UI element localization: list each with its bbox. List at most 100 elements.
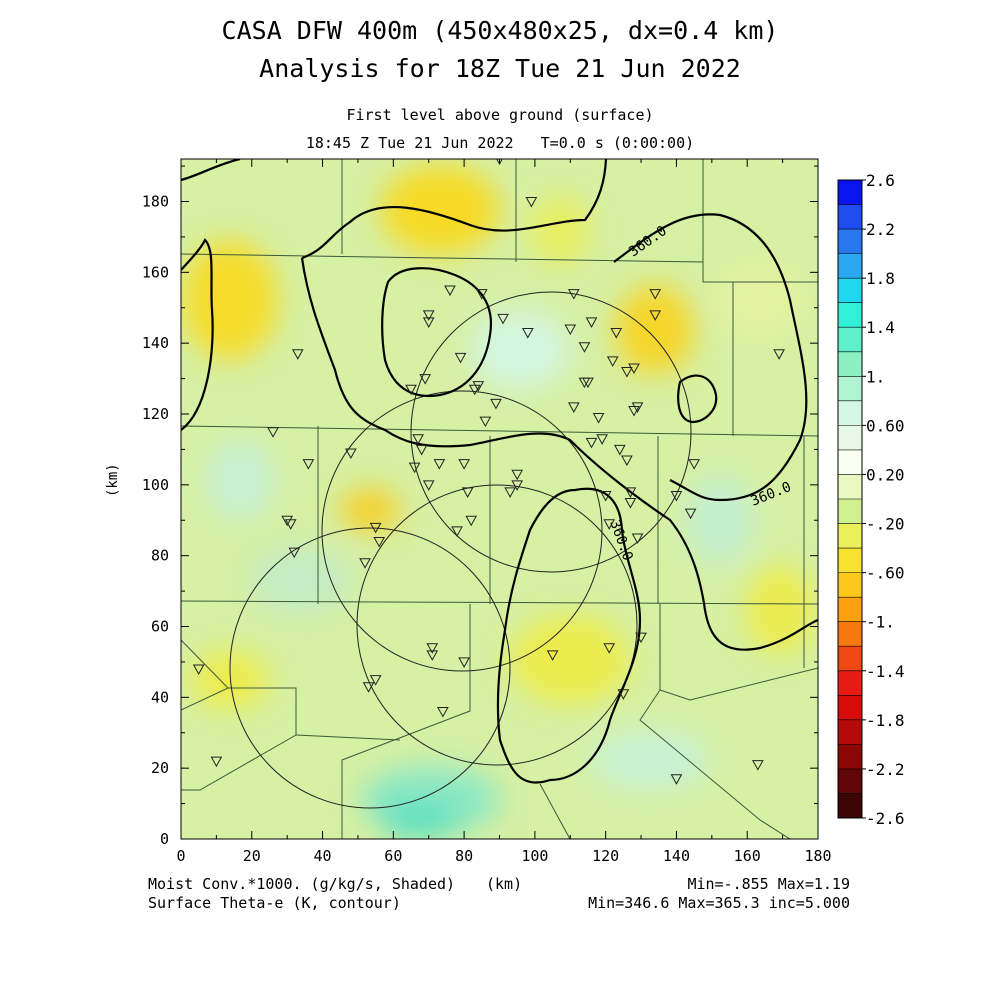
colorbar-swatch bbox=[838, 695, 862, 721]
station-marker bbox=[444, 285, 456, 297]
station-marker bbox=[628, 363, 640, 374]
x-axis: 0 20 40 60 80 100 120 140 160 180 bbox=[176, 159, 832, 865]
shaded-min-max: Min=-.855 Max=1.19 bbox=[687, 875, 850, 893]
station-marker bbox=[345, 448, 357, 459]
station-marker bbox=[479, 416, 492, 428]
station-marker bbox=[433, 459, 446, 470]
station-marker bbox=[624, 498, 637, 509]
station-marker bbox=[599, 490, 612, 502]
station-marker bbox=[284, 519, 297, 530]
colorbar-swatch bbox=[838, 253, 862, 279]
station-marker bbox=[288, 547, 301, 559]
station-marker bbox=[582, 377, 594, 389]
station-marker bbox=[426, 643, 439, 654]
station-marker bbox=[649, 289, 662, 300]
colorbar-swatch bbox=[838, 180, 862, 206]
y-tick-label: 120 bbox=[142, 405, 169, 423]
station-marker bbox=[458, 459, 470, 470]
colorbar-label: 1.4 bbox=[866, 318, 895, 337]
station-marker bbox=[415, 444, 428, 456]
station-marker bbox=[458, 657, 470, 668]
colorbar-label: -.60 bbox=[866, 564, 905, 583]
colorbar-label: -1.4 bbox=[866, 662, 905, 681]
station-marker bbox=[525, 197, 538, 208]
time-label: 18:45 Z Tue 21 Jun 2022 T=0.0 s (0:00:00… bbox=[305, 134, 695, 152]
station-marker bbox=[567, 289, 580, 300]
station-marker bbox=[617, 689, 630, 700]
station-marker bbox=[649, 310, 662, 321]
station-marker bbox=[461, 487, 474, 498]
station-marker bbox=[472, 381, 485, 392]
colorbar-swatch bbox=[838, 278, 862, 304]
station-marker bbox=[369, 675, 382, 686]
colorbar-label: 0.60 bbox=[866, 416, 905, 435]
x-tick-label: 0 bbox=[176, 847, 185, 865]
station-marker bbox=[302, 459, 315, 470]
x-tick-label: 40 bbox=[314, 847, 332, 865]
colorbar-swatch bbox=[838, 400, 862, 426]
colorbar: 2.6 2.2 1.8 1.4 1. 0.60 0.20 -.20 -.60 -1. -1.4 -1.… bbox=[837, 171, 905, 828]
station-marker bbox=[192, 664, 205, 676]
station-marker bbox=[497, 313, 509, 325]
station-marker bbox=[422, 310, 435, 321]
colorbar-swatch bbox=[838, 474, 862, 500]
station-marker bbox=[613, 444, 626, 456]
colorbar-swatch bbox=[838, 449, 862, 475]
y-tick-label: 180 bbox=[142, 193, 169, 211]
station-marker bbox=[621, 455, 633, 467]
colorbar-swatch bbox=[838, 376, 862, 402]
contour-field-label: Surface Theta-e (K, contour) bbox=[148, 894, 401, 912]
colorbar-swatch bbox=[838, 548, 862, 574]
station-marker bbox=[621, 367, 633, 378]
colorbar-swatch bbox=[838, 768, 862, 794]
station-marker bbox=[631, 533, 644, 544]
colorbar-swatch bbox=[838, 719, 862, 745]
colorbar-label: 2.2 bbox=[866, 220, 895, 239]
station-marker bbox=[373, 537, 386, 548]
station-marker bbox=[454, 352, 467, 364]
station-marker bbox=[422, 317, 435, 328]
station-marker bbox=[606, 356, 619, 367]
y-tick-label: 0 bbox=[160, 830, 169, 848]
station-marker bbox=[684, 508, 697, 520]
county-boundaries bbox=[181, 159, 818, 839]
station-marker bbox=[603, 519, 616, 530]
level-label: First level above ground (surface) bbox=[346, 106, 654, 124]
colorbar-label: 1. bbox=[866, 367, 885, 386]
colorbar-label: -2.6 bbox=[866, 809, 905, 828]
x-tick-label: 80 bbox=[455, 847, 473, 865]
colorbar-label: 1.8 bbox=[866, 269, 895, 288]
y-tick-label: 160 bbox=[142, 263, 169, 281]
colorbar-swatch bbox=[838, 646, 862, 672]
station-marker bbox=[267, 427, 279, 438]
station-marker bbox=[585, 317, 598, 328]
station-marker bbox=[631, 402, 644, 413]
station-marker bbox=[408, 462, 421, 474]
colorbar-swatch bbox=[838, 351, 862, 377]
chart-title: CASA DFW 400m (450x480x25, dx=0.4 km) bbox=[221, 16, 779, 45]
station-marker bbox=[624, 487, 637, 498]
station-marker bbox=[369, 522, 382, 534]
station-marker bbox=[359, 558, 371, 569]
station-markers bbox=[192, 159, 785, 785]
station-marker bbox=[490, 398, 502, 410]
x-tick-label: 60 bbox=[384, 847, 402, 865]
station-marker bbox=[610, 328, 623, 339]
shaded-field-label: Moist Conv.*1000. (g/kg/s, Shaded) bbox=[148, 875, 456, 893]
station-marker bbox=[635, 632, 647, 644]
colorbar-frame bbox=[837, 179, 863, 819]
station-marker bbox=[773, 349, 785, 360]
station-marker bbox=[281, 515, 294, 527]
station-marker bbox=[405, 384, 417, 396]
station-marker bbox=[511, 469, 524, 481]
y-tick-label: 20 bbox=[151, 759, 169, 777]
station-marker bbox=[412, 434, 424, 445]
colorbar-swatch bbox=[838, 302, 862, 328]
station-marker bbox=[465, 515, 478, 527]
station-marker bbox=[596, 434, 608, 445]
colorbar-label: -2.2 bbox=[866, 760, 905, 779]
contour-min-max: Min=346.6 Max=365.3 inc=5.000 bbox=[588, 894, 850, 912]
colorbar-swatch bbox=[838, 793, 862, 819]
station-marker bbox=[670, 774, 683, 785]
colorbar-swatch bbox=[838, 572, 862, 598]
